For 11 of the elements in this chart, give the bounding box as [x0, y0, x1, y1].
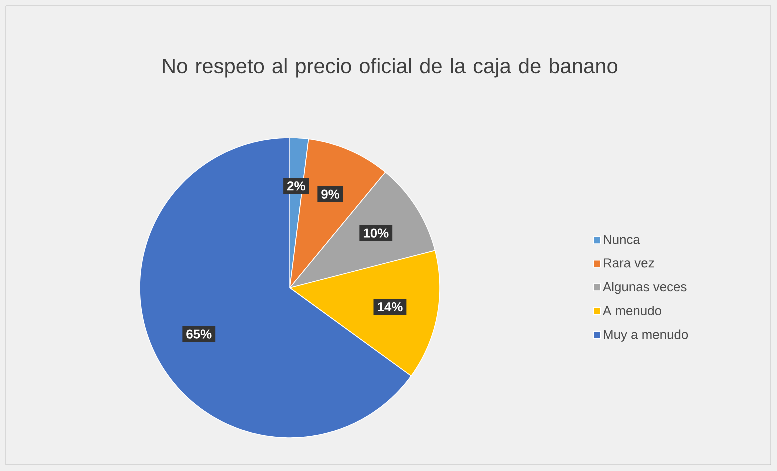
- data-label: 10%: [364, 228, 389, 238]
- chart-title: No respeto al precio oficial de la caja de banano: [163, 58, 618, 78]
- data-label: 9%: [322, 190, 340, 199]
- data-label: 14%: [378, 302, 403, 312]
- data-label: 65%: [186, 330, 212, 339]
- data-label: 2%: [288, 182, 306, 191]
- legend-label: A menudo: [603, 306, 662, 316]
- legend-label: Nunca: [604, 235, 640, 244]
- legend-label: Rara vez: [604, 258, 654, 268]
- legend-label: Muy a menudo: [604, 330, 688, 342]
- legend-label: Algunas veces: [603, 282, 687, 294]
